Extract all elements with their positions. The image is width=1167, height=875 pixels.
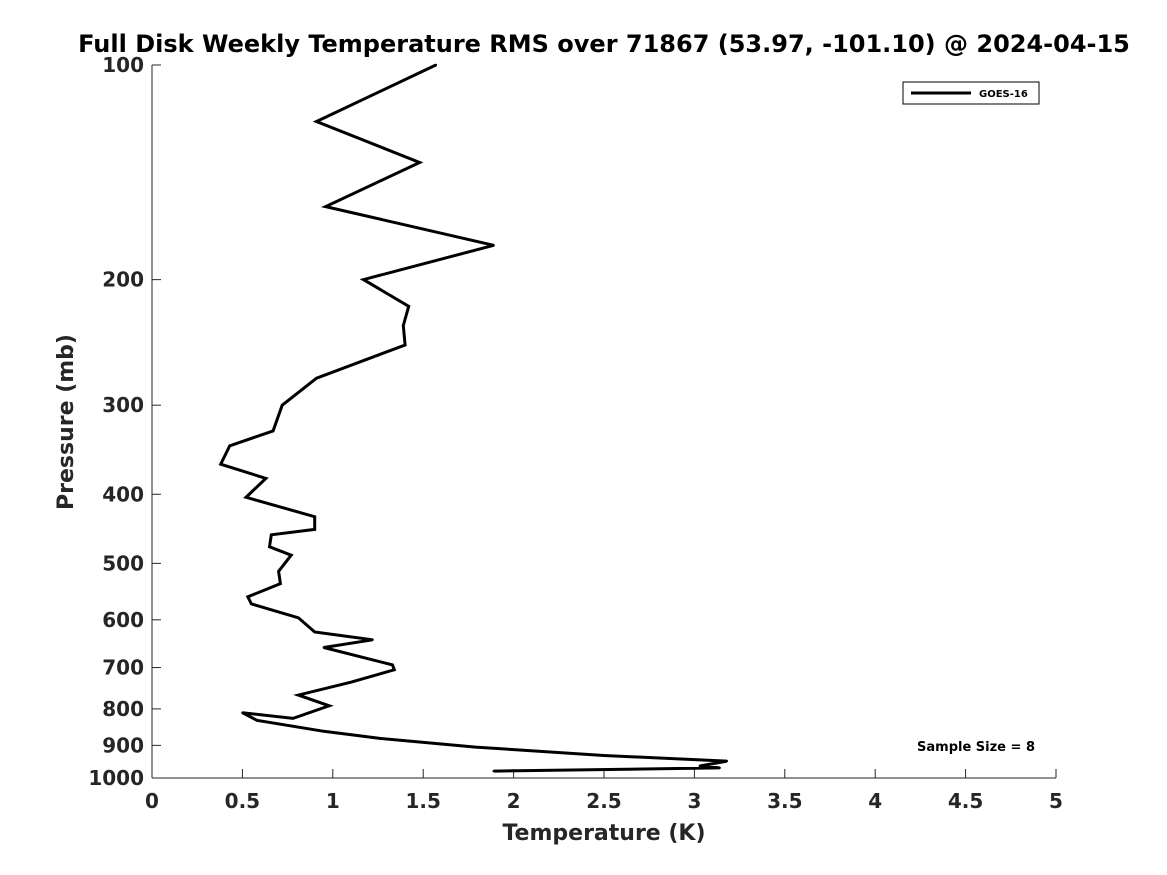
- data-point: [492, 769, 495, 773]
- data-point: [602, 754, 606, 757]
- data-point: [315, 120, 318, 123]
- data-point: [492, 244, 495, 247]
- data-point: [322, 646, 325, 649]
- data-point: [407, 305, 410, 308]
- data-point: [271, 429, 275, 433]
- x-tick-label: 0: [145, 789, 159, 813]
- y-axis-label: Pressure (mb): [54, 334, 79, 510]
- data-point: [725, 759, 729, 763]
- data-point: [241, 711, 244, 714]
- data-point: [290, 554, 293, 557]
- plot-area: 0 0.5 1 1.5 2 2.5 3 3.5 4 4.5 5 100 200 300 400 500 600…: [88, 53, 1063, 813]
- data-point: [264, 477, 268, 480]
- data-point: [250, 602, 253, 606]
- data-point: [228, 444, 231, 447]
- y-tick-label: 100: [102, 53, 144, 77]
- data-point: [313, 630, 316, 634]
- y-axis: 100 200 300 400 500 600 700 800 900 1000: [88, 53, 161, 790]
- data-point: [315, 377, 318, 380]
- sample-size-annotation: Sample Size = 8: [917, 740, 1035, 755]
- y-tick-label: 200: [102, 268, 144, 292]
- x-tick-label: 2.5: [586, 789, 621, 813]
- data-point: [402, 324, 405, 327]
- y-tick-label: 400: [102, 482, 144, 506]
- data-point: [297, 616, 300, 619]
- x-tick-label: 3.5: [767, 789, 802, 813]
- x-axis: 0 0.5 1 1.5 2 2.5 3 3.5 4 4.5 5: [145, 769, 1063, 813]
- chart-title: Full Disk Weekly Temperature RMS over 71…: [78, 30, 1130, 58]
- data-point: [378, 737, 381, 740]
- y-tick-label: 500: [102, 551, 144, 575]
- series-layer: [218, 63, 729, 773]
- data-point: [393, 668, 396, 671]
- data-point: [246, 595, 249, 598]
- data-point: [279, 582, 282, 585]
- y-tick-label: 900: [102, 733, 144, 757]
- data-point: [474, 745, 477, 749]
- data-point: [698, 764, 701, 768]
- data-point: [270, 533, 273, 536]
- x-axis-label: Temperature (K): [502, 821, 705, 846]
- data-point: [277, 570, 280, 573]
- data-point: [391, 663, 394, 667]
- x-tick-label: 5: [1049, 789, 1063, 813]
- y-tick-label: 700: [102, 656, 144, 680]
- data-point: [244, 496, 248, 499]
- data-point: [324, 205, 327, 208]
- data-point: [418, 161, 421, 164]
- data-point: [349, 681, 353, 684]
- data-point: [403, 343, 407, 347]
- x-tick-label: 4: [868, 789, 882, 813]
- x-tick-label: 1: [326, 789, 340, 813]
- data-point: [313, 515, 316, 518]
- plot-background: [152, 65, 1056, 778]
- x-tick-label: 4.5: [948, 789, 983, 813]
- x-tick-label: 1.5: [405, 789, 440, 813]
- x-tick-label: 2: [507, 789, 521, 813]
- data-point: [255, 719, 259, 722]
- y-tick-label: 600: [102, 608, 144, 632]
- x-tick-label: 0.5: [225, 789, 260, 813]
- legend: GOES-16: [902, 81, 1040, 105]
- data-point: [297, 693, 300, 697]
- data-point: [281, 404, 284, 407]
- legend-label-goes16: GOES-16: [979, 89, 1028, 100]
- data-point: [371, 638, 374, 641]
- data-point: [313, 528, 316, 531]
- data-point: [322, 730, 325, 733]
- x-tick-label: 3: [687, 789, 701, 813]
- data-point: [219, 463, 222, 466]
- data-point: [718, 766, 721, 770]
- y-tick-label: 1000: [88, 766, 144, 790]
- data-point: [268, 545, 271, 548]
- data-point: [362, 278, 365, 281]
- data-point: [328, 704, 331, 707]
- y-tick-label: 800: [102, 697, 144, 721]
- data-point: [434, 63, 438, 67]
- data-point: [291, 717, 295, 720]
- y-tick-label: 300: [102, 393, 144, 417]
